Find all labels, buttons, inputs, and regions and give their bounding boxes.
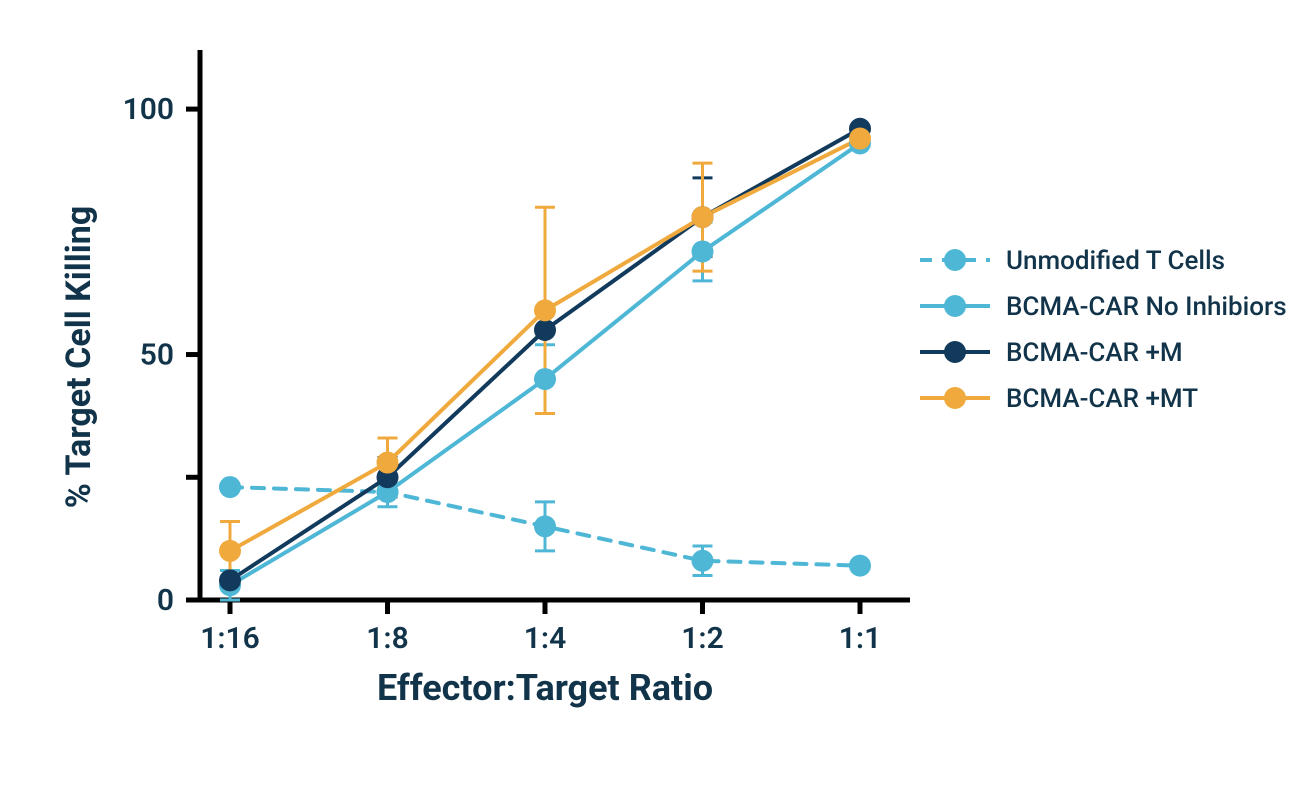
series-marker-no_inhibitors bbox=[534, 368, 556, 390]
chart-svg: 0 50 100 1:16 1:8 1:4 1:2 1:1 Effector:Target Ra… bbox=[0, 0, 1304, 790]
series-marker-plus_mt bbox=[219, 540, 241, 562]
x-tick-label: 1:8 bbox=[366, 621, 408, 656]
series-marker-plus_mt bbox=[377, 452, 399, 474]
series-marker-no_inhibitors bbox=[692, 240, 714, 262]
series-marker-unmodified bbox=[692, 550, 714, 572]
y-axis-title: % Target Cell Killing bbox=[59, 206, 99, 508]
series-marker-plus_mt bbox=[534, 299, 556, 321]
y-tick-label: 0 bbox=[157, 583, 174, 618]
series-marker-unmodified bbox=[219, 476, 241, 498]
series-marker-unmodified bbox=[849, 555, 871, 577]
legend: Unmodified T Cells BCMA-CAR No Inhibiors B… bbox=[920, 246, 1287, 414]
legend-label: BCMA-CAR +M bbox=[1006, 338, 1183, 368]
series-marker-unmodified bbox=[534, 515, 556, 537]
series-marker-plus_mt bbox=[692, 206, 714, 228]
legend-marker bbox=[944, 249, 966, 271]
legend-marker bbox=[944, 295, 966, 317]
x-tick-label: 1:16 bbox=[200, 621, 260, 656]
legend-marker bbox=[944, 387, 966, 409]
y-tick-label: 50 bbox=[140, 338, 174, 373]
legend-marker bbox=[944, 341, 966, 363]
x-axis-title: Effector:Target Ratio bbox=[377, 667, 713, 709]
legend-label: Unmodified T Cells bbox=[1006, 246, 1225, 276]
legend-label: BCMA-CAR +MT bbox=[1006, 384, 1198, 414]
series-marker-plus_m bbox=[534, 319, 556, 341]
x-tick-label: 1:4 bbox=[524, 621, 566, 656]
series-marker-plus_mt bbox=[849, 128, 871, 150]
x-tick-label: 1:2 bbox=[681, 621, 723, 656]
errorbars-layer bbox=[220, 163, 713, 600]
legend-label: BCMA-CAR No Inhibiors bbox=[1006, 292, 1287, 322]
x-tick-label: 1:1 bbox=[839, 621, 881, 656]
series-marker-plus_m bbox=[219, 569, 241, 591]
y-tick-label: 100 bbox=[123, 92, 174, 127]
chart-container: 0 50 100 1:16 1:8 1:4 1:2 1:1 Effector:Target Ra… bbox=[0, 0, 1304, 790]
